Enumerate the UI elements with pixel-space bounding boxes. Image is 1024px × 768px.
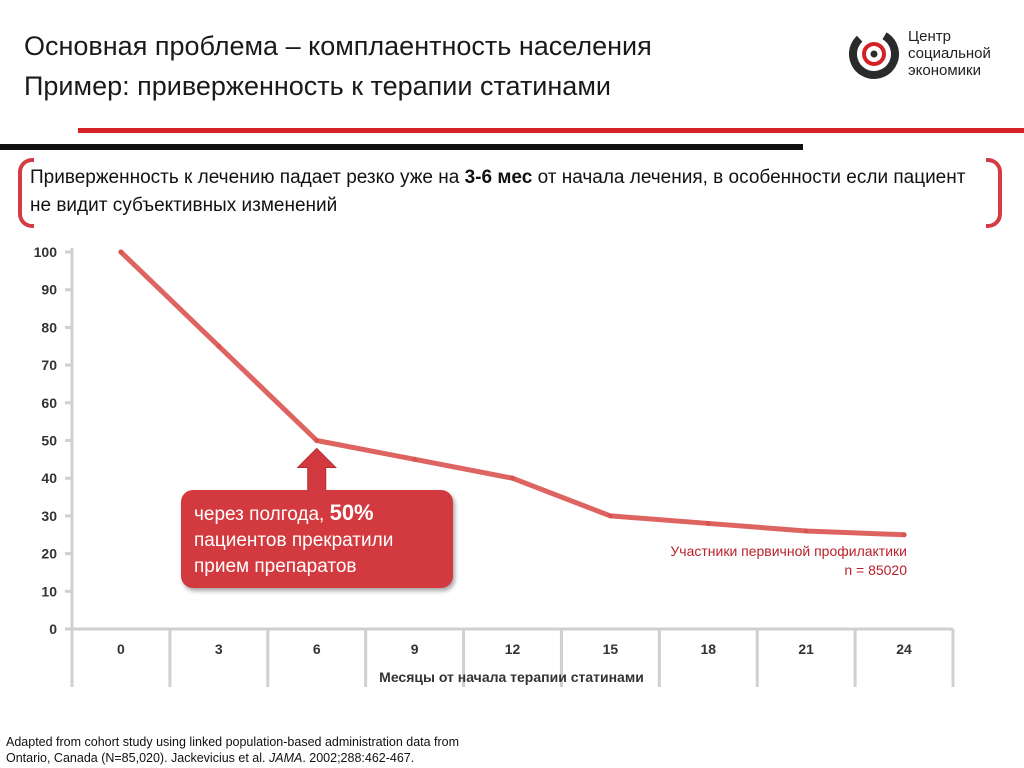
y-tick-label: 30 [41, 508, 57, 524]
lead-text: Приверженность к лечению падает резко уж… [30, 164, 980, 220]
y-tick-label: 20 [41, 546, 57, 562]
header-rule-black [0, 144, 803, 150]
y-tick-label: 60 [41, 395, 57, 411]
cohort-note: Участники первичной профилактики n = 850… [560, 542, 907, 580]
lead-text-start: Приверженность к лечению падает резко уж… [30, 167, 465, 188]
data-point [607, 513, 613, 519]
logo: Центр социальной экономики [848, 28, 1018, 88]
y-tick-label: 50 [41, 433, 57, 449]
cohort-note-line-2: n = 85020 [844, 562, 907, 578]
y-tick-label: 10 [41, 583, 57, 599]
left-bracket [18, 158, 34, 228]
callout-line-3: прием препаратов [194, 556, 357, 577]
ring-logo-icon [849, 29, 899, 79]
data-point [412, 456, 418, 462]
callout-percent: 50% [329, 500, 374, 525]
x-tick-label: 24 [896, 641, 912, 657]
y-tick-label: 90 [41, 282, 57, 298]
source-line-1: Adapted from cohort study using linked p… [6, 735, 460, 749]
lead-text-end: от начала лечения, в особенности если па… [30, 167, 966, 216]
up-arrow-icon [296, 447, 337, 495]
logo-text: Центр социальной экономики [908, 28, 991, 79]
x-tick-label: 18 [700, 641, 716, 657]
y-tick-label: 100 [34, 244, 58, 260]
callout-box: через полгода, 50% пациентов прекратили … [181, 490, 453, 588]
header-rule-red [78, 128, 1024, 133]
logo-line-3: экономики [908, 62, 981, 79]
x-tick-label: 21 [798, 641, 814, 657]
adherence-line-chart: 0 10 20 30 40 50 60 70 80 90 100 0 3 6 9 12 15 18 21 24 Меся… [34, 244, 955, 687]
x-tick-label: 6 [313, 641, 321, 657]
title-line-1: Основная проблема – комплаентность насел… [24, 31, 652, 61]
data-point [118, 249, 124, 255]
x-axis-title: Месяцы от начала терапии статинами [379, 669, 644, 685]
data-point [216, 343, 222, 349]
callout-text: через полгода, [194, 504, 330, 525]
source-line-2: Ontario, Canada (N=85,020). Jackevicius … [6, 750, 459, 766]
x-tick-label: 3 [215, 641, 223, 657]
y-tick-label: 40 [41, 470, 57, 486]
cohort-note-line-1: Участники первичной профилактики [670, 543, 907, 559]
callout-line-1: через полгода, 50% [194, 500, 443, 528]
right-bracket [986, 158, 1002, 228]
source-text: Ontario, Canada (N=85,020). Jackevicius … [6, 751, 269, 765]
data-point [901, 532, 907, 538]
callout-line-2: пациентов прекратили [194, 530, 394, 551]
data-point [314, 438, 320, 443]
source-citation: Adapted from cohort study using linked p… [6, 734, 459, 766]
slide-title: Основная проблема – комплаентность насел… [24, 26, 652, 106]
logo-line-2: социальной [908, 45, 991, 62]
data-point [705, 520, 711, 526]
y-tick-label: 0 [49, 621, 57, 637]
logo-line-1: Центр [908, 28, 951, 45]
data-point [510, 475, 515, 481]
data-point [803, 528, 809, 534]
source-text-end: . 2002;288:462-467. [302, 751, 415, 765]
source-journal: JAMA [268, 751, 303, 765]
y-tick-label: 70 [41, 357, 57, 373]
x-tick-label: 15 [603, 641, 619, 657]
x-tick-label: 0 [117, 641, 125, 657]
title-line-2: Пример: приверженность к терапии статина… [24, 71, 611, 101]
x-tick-label: 9 [411, 641, 419, 657]
x-tick-label: 12 [505, 641, 521, 657]
lead-text-emphasis: 3-6 мес [464, 167, 533, 188]
y-tick-label: 80 [41, 319, 57, 335]
